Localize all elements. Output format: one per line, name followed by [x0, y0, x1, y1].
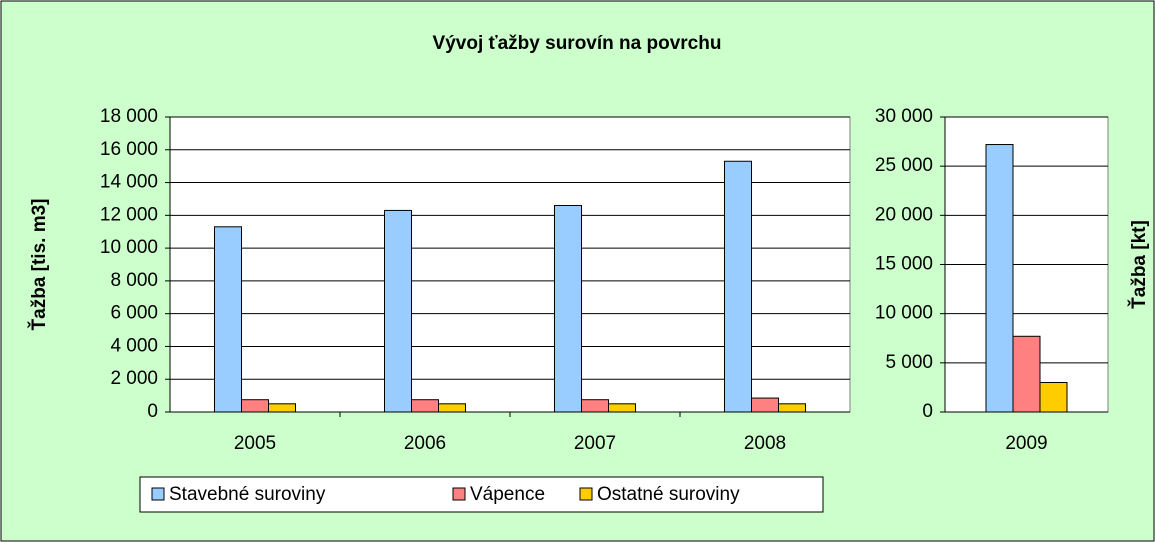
x-tick-label: 2008: [744, 433, 786, 454]
legend-label: Stavebné suroviny: [169, 484, 326, 505]
y-tick-label: 12 000: [100, 204, 158, 225]
y-tick-label: 14 000: [100, 172, 158, 193]
bar: [214, 226, 242, 413]
y-tick-label: 20 000: [875, 204, 933, 225]
y-tick-label: 4 000: [110, 335, 158, 356]
legend-label: Ostatné suroviny: [597, 484, 740, 505]
x-tick-label: 2007: [574, 433, 616, 454]
y-tick-label: 6 000: [110, 303, 158, 324]
bar: [411, 399, 439, 413]
y-tick-label: 30 000: [875, 106, 933, 127]
y-tick-label: 8 000: [110, 270, 158, 291]
legend-swatch: [151, 487, 165, 501]
legend-swatch: [452, 487, 466, 501]
y-axis-label: Ťažba [kt]: [1128, 220, 1150, 309]
legend-label: Vápence: [470, 484, 545, 505]
bar: [608, 403, 636, 413]
y-tick-label: 16 000: [100, 139, 158, 160]
bar: [438, 403, 466, 413]
y-tick-label: 18 000: [100, 106, 158, 127]
y-tick-label: 15 000: [875, 254, 933, 275]
x-tick-label: 2006: [404, 433, 446, 454]
bar: [751, 397, 779, 413]
bar: [985, 144, 1014, 413]
chart-title: Vývoj ťažby surovín na povrchu: [433, 33, 722, 54]
bar: [581, 399, 609, 413]
y-axis-label: Ťažba [tis. m3]: [28, 199, 50, 331]
bar: [724, 160, 752, 413]
x-tick-label: 2005: [234, 433, 276, 454]
bar: [1039, 382, 1068, 413]
y-tick-label: 25 000: [875, 155, 933, 176]
legend-box: [139, 476, 824, 513]
y-tick-label: 10 000: [100, 237, 158, 258]
y-tick-label: 0: [147, 401, 158, 422]
bar: [778, 403, 806, 413]
legend-swatch: [579, 487, 593, 501]
y-tick-label: 5 000: [885, 352, 933, 373]
x-tick-label: 2009: [1005, 433, 1047, 454]
bar: [241, 399, 269, 413]
y-tick-label: 10 000: [875, 303, 933, 324]
bar: [1012, 335, 1041, 413]
bar: [554, 205, 582, 413]
y-tick-label: 0: [922, 401, 933, 422]
y-tick-label: 2 000: [110, 368, 158, 389]
bar: [384, 209, 412, 413]
bar: [268, 403, 296, 413]
